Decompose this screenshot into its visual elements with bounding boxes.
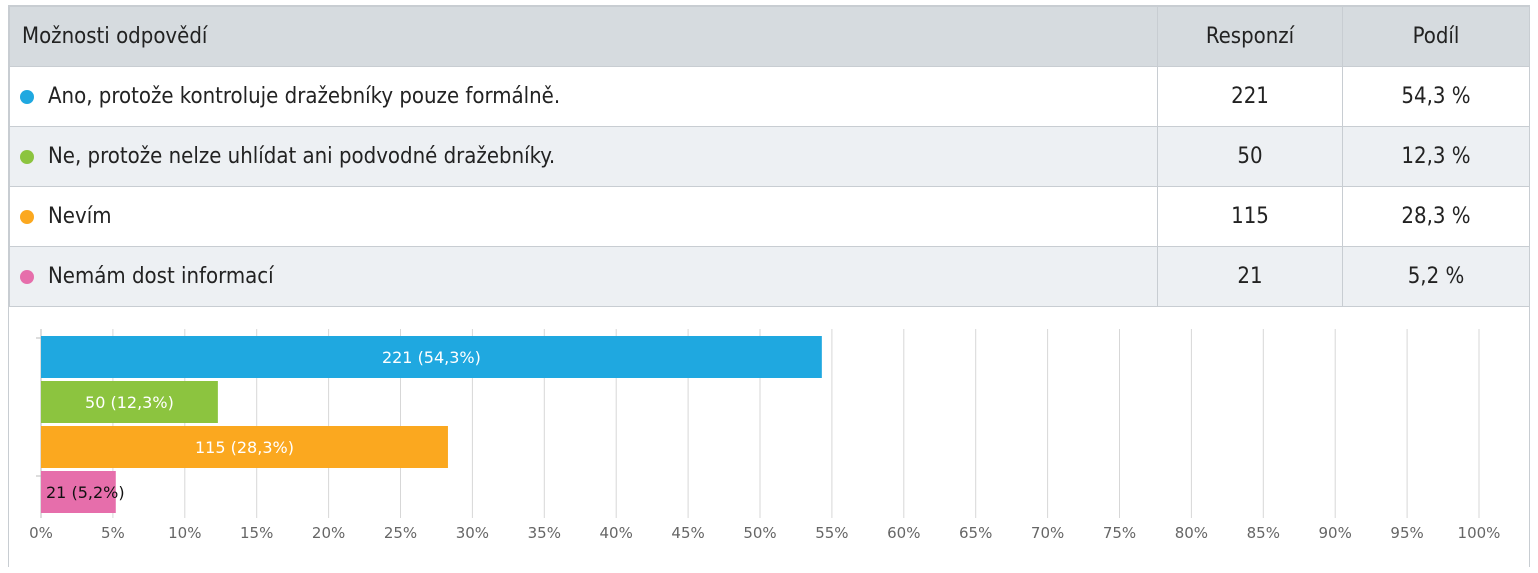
option-label: Ano, protože kontroluje dražebníky pouze… — [48, 84, 561, 109]
bar-data-label: 21 (5,2%) — [46, 483, 125, 502]
response-count: 221 — [1157, 66, 1343, 127]
x-tick-label: 80% — [1175, 524, 1208, 542]
x-tick-label: 50% — [743, 524, 776, 542]
x-tick-label: 20% — [312, 524, 345, 542]
bar-chart: 0% 5% 10% 15% 20% 25% 30% 35% 40% 45% 50% 55% 60% 65%… — [9, 311, 1530, 568]
bar — [41, 381, 218, 423]
table-row: Nevím 115 28,3 % — [9, 186, 1530, 247]
x-tick-label: 5% — [101, 524, 125, 542]
bar-data-label: 50 (12,3%) — [85, 393, 174, 412]
x-tick-label: 30% — [456, 524, 489, 542]
table-row: Ano, protože kontroluje dražebníky pouze… — [9, 66, 1530, 127]
x-tick-label: 85% — [1247, 524, 1280, 542]
table-row: Nemám dost informací 21 5,2 % — [9, 246, 1530, 307]
x-tick-label: 70% — [1031, 524, 1064, 542]
x-tick-label: 55% — [815, 524, 848, 542]
header-share: Podíl — [1342, 6, 1530, 67]
x-tick-label: 35% — [528, 524, 561, 542]
x-tick-label: 0% — [29, 524, 53, 542]
series-dot-icon — [20, 149, 34, 164]
x-tick-label: 60% — [887, 524, 920, 542]
response-share: 28,3 % — [1342, 186, 1530, 247]
bar-data-label: 115 (28,3%) — [195, 438, 294, 457]
results-table: Možnosti odpovědí Responzí Podíl Ano, pr… — [9, 6, 1530, 307]
response-count: 50 — [1157, 126, 1343, 187]
x-tick-label: 65% — [959, 524, 992, 542]
x-tick-label: 90% — [1319, 524, 1352, 542]
table-row: Ne, protože nelze uhlídat ani podvodné d… — [9, 126, 1530, 187]
series-dot-icon — [20, 209, 34, 224]
x-tick-label: 95% — [1390, 524, 1423, 542]
header-responses: Responzí — [1157, 6, 1343, 67]
table-header-row: Možnosti odpovědí Responzí Podíl — [9, 6, 1530, 67]
bar — [41, 471, 116, 513]
bar-chart-svg: 0% 5% 10% 15% 20% 25% 30% 35% 40% 45% 50% 55% 60% 65%… — [29, 329, 1501, 542]
bar — [41, 336, 822, 378]
option-label: Nemám dost informací — [48, 264, 274, 289]
bar-data-label: 221 (54,3%) — [382, 348, 481, 367]
series-dot-icon — [20, 89, 34, 104]
option-label: Nevím — [48, 204, 112, 229]
x-tick-label: 10% — [168, 524, 201, 542]
response-share: 12,3 % — [1342, 126, 1530, 187]
x-tick-label: 15% — [240, 524, 273, 542]
response-count: 115 — [1157, 186, 1343, 247]
x-tick-label: 40% — [600, 524, 633, 542]
x-tick-label: 75% — [1103, 524, 1136, 542]
results-panel: Možnosti odpovědí Responzí Podíl Ano, pr… — [8, 5, 1530, 567]
response-share: 5,2 % — [1342, 246, 1530, 307]
x-tick-label: 45% — [671, 524, 704, 542]
header-option: Možnosti odpovědí — [9, 6, 1158, 67]
option-label: Ne, protože nelze uhlídat ani podvodné d… — [48, 144, 556, 169]
x-tick-label: 25% — [384, 524, 417, 542]
response-count: 21 — [1157, 246, 1343, 307]
x-tick-label: 100% — [1458, 524, 1501, 542]
bar — [41, 426, 448, 468]
series-dot-icon — [20, 269, 34, 284]
response-share: 54,3 % — [1342, 66, 1530, 127]
